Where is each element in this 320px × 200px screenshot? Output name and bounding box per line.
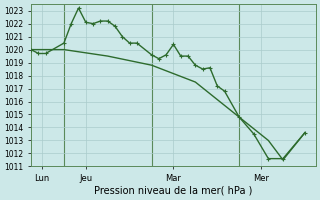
X-axis label: Pression niveau de la mer( hPa ): Pression niveau de la mer( hPa ) [94,186,252,196]
